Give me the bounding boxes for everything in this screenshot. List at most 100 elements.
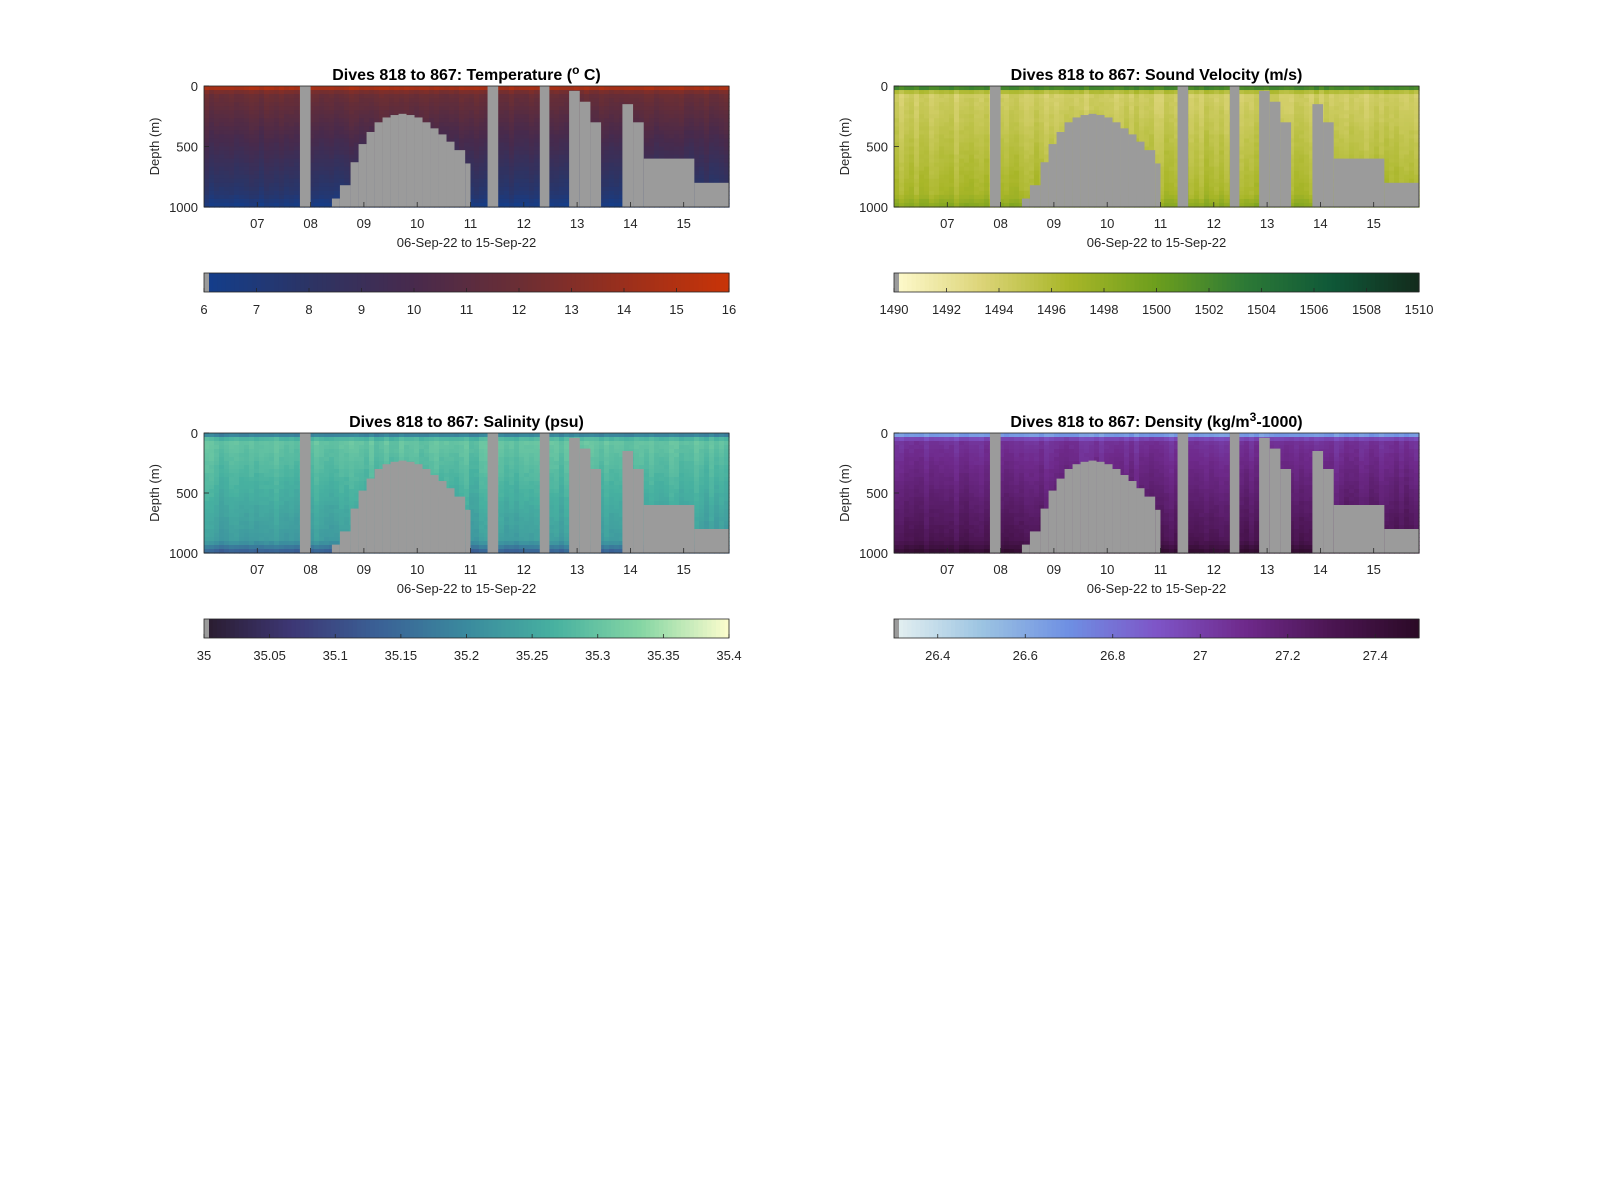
heatmap-cell [234, 178, 240, 184]
heatmap-cell [1159, 142, 1165, 148]
heatmap-cell [529, 194, 535, 200]
heatmap-cell [1159, 186, 1165, 192]
heatmap-cell [689, 150, 695, 156]
heatmap-cell [239, 150, 245, 156]
heatmap-cell [644, 114, 650, 119]
heatmap-cell [1129, 94, 1135, 99]
heatmap-cell [649, 130, 655, 135]
heatmap-cell [524, 134, 530, 140]
heatmap-cell [324, 194, 330, 200]
heatmap-cell [1034, 110, 1040, 115]
heatmap-cell [934, 138, 940, 144]
heatmap-cell [914, 118, 920, 123]
heatmap-cell [684, 90, 690, 95]
heatmap-cell [709, 110, 715, 115]
colorbar-segment [217, 273, 223, 292]
heatmap-cell [334, 142, 340, 148]
heatmap-cell [1154, 126, 1160, 131]
heatmap-cell [724, 106, 730, 111]
heatmap-cell [519, 130, 525, 135]
heatmap-cell [649, 98, 655, 103]
heatmap-cell [894, 102, 900, 107]
heatmap-cell [909, 178, 915, 184]
heatmap-cell [969, 142, 975, 148]
heatmap-cell [294, 134, 300, 140]
heatmap-cell [239, 110, 245, 115]
heatmap-cell [614, 86, 620, 91]
x-tick-label: 15 [676, 216, 690, 231]
heatmap-cell [329, 94, 335, 99]
heatmap-cell [354, 114, 360, 119]
heatmap-cell [344, 94, 350, 99]
heatmap-cell [604, 110, 610, 115]
heatmap-cell [704, 98, 710, 103]
heatmap-cell [379, 106, 385, 111]
heatmap-cell [1024, 118, 1030, 123]
heatmap-cell [559, 166, 565, 172]
heatmap-cell [549, 174, 555, 180]
heatmap-cell [534, 190, 540, 196]
heatmap-cell [259, 150, 265, 156]
heatmap-cell [219, 178, 225, 184]
heatmap-cell [214, 182, 220, 188]
colorbar-segment [453, 273, 459, 292]
heatmap-cell [409, 102, 415, 107]
heatmap-cell [899, 102, 905, 107]
heatmap-cell [1139, 114, 1145, 119]
heatmap-cell [1089, 94, 1095, 99]
heatmap-cell [509, 182, 515, 188]
heatmap-cell [974, 110, 980, 115]
heatmap-cell [504, 198, 510, 204]
heatmap-cell [484, 162, 490, 168]
heatmap-cell [279, 178, 285, 184]
heatmap-cell [549, 110, 555, 115]
heatmap-cell [424, 102, 430, 107]
heatmap-cell [484, 102, 490, 107]
heatmap-cell [514, 114, 520, 119]
heatmap-cell [204, 110, 210, 115]
heatmap-cell [1089, 90, 1095, 95]
heatmap-cell [1009, 106, 1015, 111]
heatmap-cell [684, 134, 690, 140]
heatmap-cell [1004, 130, 1010, 135]
heatmap-cell [609, 166, 615, 172]
heatmap-cell [974, 102, 980, 107]
heatmap-cell [309, 150, 315, 156]
heatmap-cell [399, 106, 405, 111]
heatmap-cell [484, 142, 490, 148]
heatmap-cell [1154, 98, 1160, 103]
heatmap-cell [619, 170, 625, 176]
heatmap-cell [1004, 178, 1010, 184]
heatmap-cell [709, 94, 715, 99]
heatmap-cell [269, 182, 275, 188]
heatmap-cell [1149, 90, 1155, 95]
heatmap-cell [1064, 114, 1070, 119]
heatmap-cell [229, 182, 235, 188]
no-data-region [374, 122, 383, 207]
heatmap-cell [1029, 158, 1035, 164]
heatmap-cell [554, 170, 560, 176]
heatmap-cell [319, 142, 325, 148]
heatmap-cell [1039, 98, 1045, 103]
heatmap-cell [499, 118, 505, 123]
heatmap-cell [974, 178, 980, 184]
heatmap-cell [979, 126, 985, 131]
heatmap-cell [1034, 130, 1040, 135]
heatmap-cell [1134, 90, 1140, 95]
heatmap-cell [684, 118, 690, 123]
heatmap-cell [214, 142, 220, 148]
heatmap-cell [289, 118, 295, 123]
heatmap-cell [264, 86, 270, 91]
heatmap-cell [654, 146, 660, 152]
heatmap-cell [469, 202, 475, 208]
heatmap-cell [499, 122, 505, 127]
heatmap-cell [559, 86, 565, 91]
heatmap-cell [244, 146, 250, 152]
heatmap-cell [454, 114, 460, 119]
heatmap-cell [469, 122, 475, 127]
heatmap-cell [484, 94, 490, 99]
heatmap-cell [924, 94, 930, 99]
heatmap-cell [634, 114, 640, 119]
heatmap-cell [1094, 86, 1100, 91]
colorbar-segment [344, 273, 349, 292]
